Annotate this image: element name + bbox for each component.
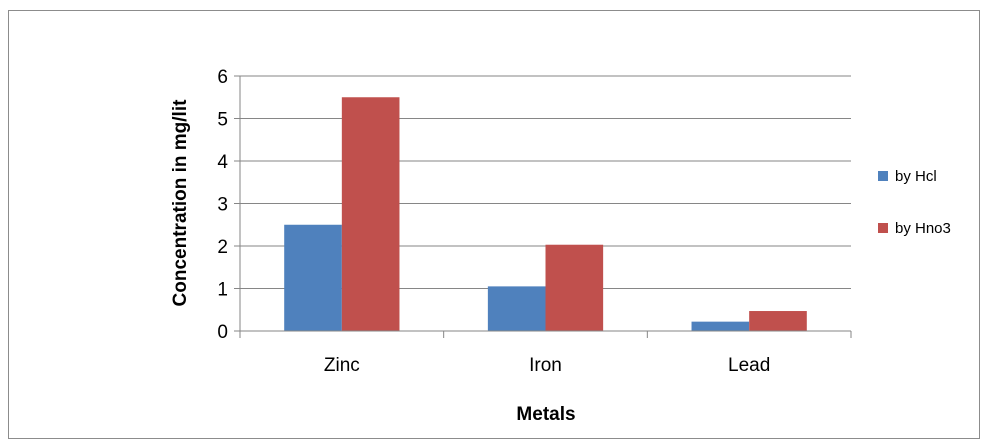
- legend-swatch: [878, 171, 888, 181]
- bar-iron-by-hcl: [487, 286, 546, 331]
- x-tick-label: Zinc: [324, 355, 360, 376]
- legend: by Hcl by Hno3: [878, 168, 951, 237]
- bar-zinc-by-hcl: [284, 224, 342, 331]
- legend-swatch: [878, 223, 888, 233]
- y-tick-label: 6: [217, 67, 228, 88]
- y-tick-label: 5: [217, 110, 228, 131]
- y-tick-label: 2: [217, 237, 228, 258]
- chart-frame: [8, 10, 980, 439]
- x-tick-label: Iron: [529, 355, 562, 376]
- bar-lead-by-hno3: [749, 311, 807, 331]
- y-tick-label: 3: [217, 195, 228, 216]
- axes: 0 1 2 3 4 5 6 Zinc Iron Lead: [217, 67, 852, 376]
- bar-zinc-by-hno3: [341, 97, 400, 331]
- bars: [284, 97, 807, 331]
- x-axis-title: Metals: [516, 404, 575, 425]
- bar-lead-by-hcl: [691, 321, 750, 331]
- x-tick-label: Lead: [728, 355, 770, 376]
- legend-label: by Hcl: [895, 168, 937, 185]
- y-tick-label: 1: [217, 280, 228, 301]
- bar-iron-by-hno3: [545, 244, 604, 331]
- y-tick-label: 0: [217, 322, 228, 343]
- legend-label: by Hno3: [895, 220, 951, 237]
- y-axis-title: Concentration in mg/lit: [170, 99, 191, 307]
- y-tick-label: 4: [217, 152, 228, 173]
